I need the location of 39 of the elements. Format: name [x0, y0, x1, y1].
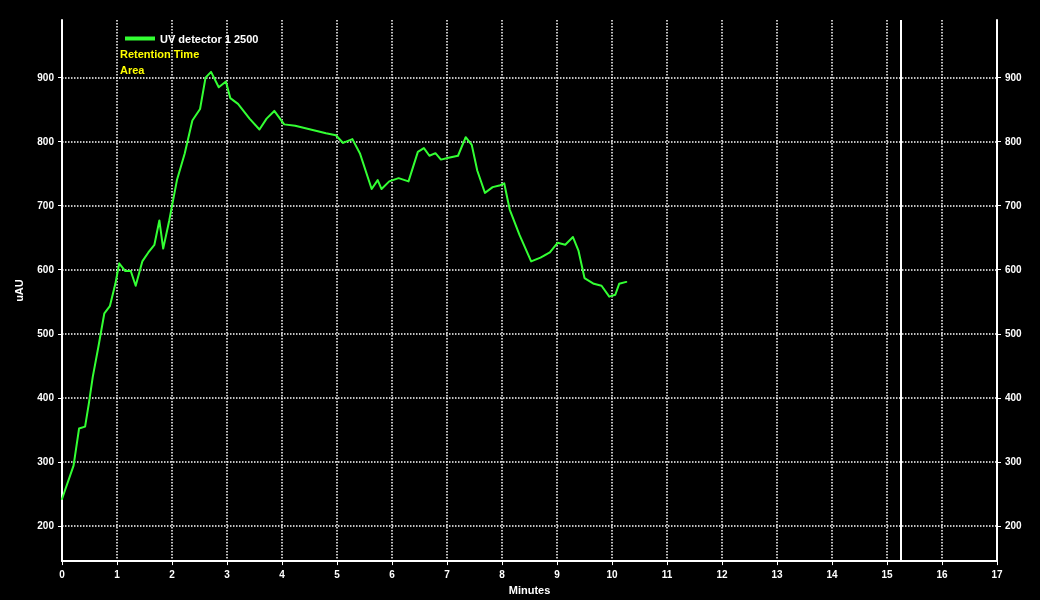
x-tick-label: 10: [606, 568, 618, 580]
x-tick-label: 11: [661, 568, 673, 580]
x-tick-label: 6: [389, 568, 396, 580]
x-tick-label: 17: [991, 568, 1003, 580]
x-tick-label: 15: [881, 568, 893, 580]
annotation: Area: [120, 63, 146, 76]
y-tick-label: 200: [37, 520, 55, 532]
y-tick-label: 800: [37, 136, 55, 148]
y2-tick-label: 500: [1005, 328, 1023, 340]
y-axis-title: uAU: [12, 279, 25, 302]
y-tick-label: 400: [37, 392, 55, 404]
x-tick-label: 3: [224, 568, 231, 580]
y2-tick-label: 600: [1005, 264, 1023, 276]
y2-tick-label: 300: [1005, 456, 1023, 468]
y-tick-label: 500: [37, 328, 55, 340]
x-tick-label: 4: [279, 568, 286, 580]
x-tick-label: 12: [716, 568, 728, 580]
x-tick-label: 9: [554, 568, 561, 580]
y-tick-label: 900: [37, 72, 55, 84]
y2-tick-label: 400: [1005, 392, 1023, 404]
x-axis-title: Minutes: [508, 583, 551, 596]
y-tick-label: 700: [37, 200, 55, 212]
x-tick-label: 0: [59, 568, 66, 580]
x-tick-label: 16: [936, 568, 948, 580]
x-tick-label: 14: [826, 568, 838, 580]
x-tick-label: 5: [334, 568, 341, 580]
x-tick-label: 1: [114, 568, 121, 580]
x-tick-label: 2: [169, 568, 176, 580]
y2-tick-label: 900: [1005, 72, 1023, 84]
y2-tick-label: 800: [1005, 136, 1023, 148]
y2-tick-label: 700: [1005, 200, 1023, 212]
x-tick-label: 7: [444, 568, 451, 580]
y-tick-label: 600: [37, 264, 55, 276]
x-tick-label: 13: [771, 568, 783, 580]
annotation: Retention Time: [120, 47, 200, 60]
y-tick-label: 300: [37, 456, 55, 468]
y2-tick-label: 200: [1005, 520, 1023, 532]
x-tick-label: 8: [499, 568, 506, 580]
legend-label: UV detector 1 2500: [160, 32, 259, 45]
